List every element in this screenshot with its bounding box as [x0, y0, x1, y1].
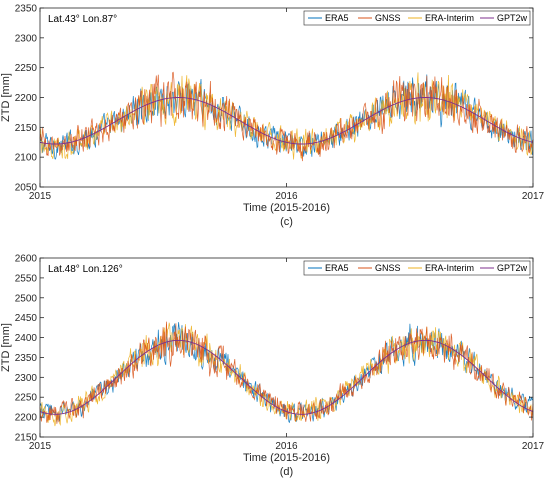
y-tick-label: 2350	[15, 353, 38, 364]
legend-entry: GPT2w	[497, 263, 528, 273]
y-tick-label: 2200	[15, 93, 38, 104]
y-tick-label: 2400	[15, 333, 38, 344]
legend-entry: ERA5	[325, 13, 349, 23]
legend: ERA5 GNSS ERA-Interim GPT2w	[303, 260, 531, 276]
y-tick-label: 2300	[15, 373, 38, 384]
y-tick-label: 2050	[15, 183, 38, 194]
x-axis-label: Time (2015-2016)	[243, 452, 330, 464]
y-tick-label: 2600	[15, 254, 38, 265]
y-tick-label: 2300	[15, 33, 38, 44]
y-tick-label: 2450	[15, 313, 38, 324]
panel-caption: (c)	[280, 216, 293, 228]
y-tick-label: 2150	[15, 433, 38, 444]
series-line-gnss	[39, 321, 534, 424]
legend-entry: GPT2w	[497, 13, 528, 23]
y-tick-label: 2350	[15, 4, 38, 15]
x-tick-label: 2017	[522, 191, 545, 202]
chart-panel-0: 2050 2100 2150 2200 2250 2300 2350 2015 2016 2017…	[0, 4, 545, 229]
y-tick-label: 2500	[15, 293, 38, 304]
series-line-gnss	[39, 71, 534, 162]
panel-caption: (d)	[280, 466, 293, 478]
legend-entry: ERA-Interim	[425, 13, 474, 23]
location-annotation: Lat.43° Lon.87°	[48, 14, 117, 25]
x-tick-label: 2015	[29, 191, 52, 202]
series-line-era5	[39, 322, 534, 424]
y-tick-label: 2150	[15, 123, 38, 134]
x-tick-label: 2015	[29, 441, 52, 452]
series-line-era-interim	[39, 72, 534, 160]
legend-entry: GNSS	[375, 263, 401, 273]
y-tick-label: 2250	[15, 63, 38, 74]
y-axis-label: ZTD [mm]	[0, 73, 12, 122]
y-tick-label: 2550	[15, 273, 38, 284]
x-tick-label: 2016	[275, 441, 298, 452]
x-axis-label: Time (2015-2016)	[243, 202, 330, 214]
legend-entry: GNSS	[375, 13, 401, 23]
chart-panel-1: 2150 2200 2250 2300 2350 2400 2450 2500 2550 2600…	[0, 254, 545, 479]
y-tick-label: 2200	[15, 413, 38, 424]
y-tick-label: 2250	[15, 393, 38, 404]
x-tick-label: 2017	[522, 441, 545, 452]
y-tick-label: 2100	[15, 153, 38, 164]
legend: ERA5 GNSS ERA-Interim GPT2w	[303, 10, 531, 26]
series-line-gpt2w	[39, 97, 534, 145]
y-axis-label: ZTD [mm]	[0, 323, 12, 372]
series-line-gpt2w	[39, 339, 534, 415]
legend-entry: ERA5	[325, 263, 349, 273]
x-tick-label: 2016	[275, 191, 298, 202]
legend-entry: ERA-Interim	[425, 263, 474, 273]
location-annotation: Lat.48° Lon.126°	[48, 264, 123, 275]
